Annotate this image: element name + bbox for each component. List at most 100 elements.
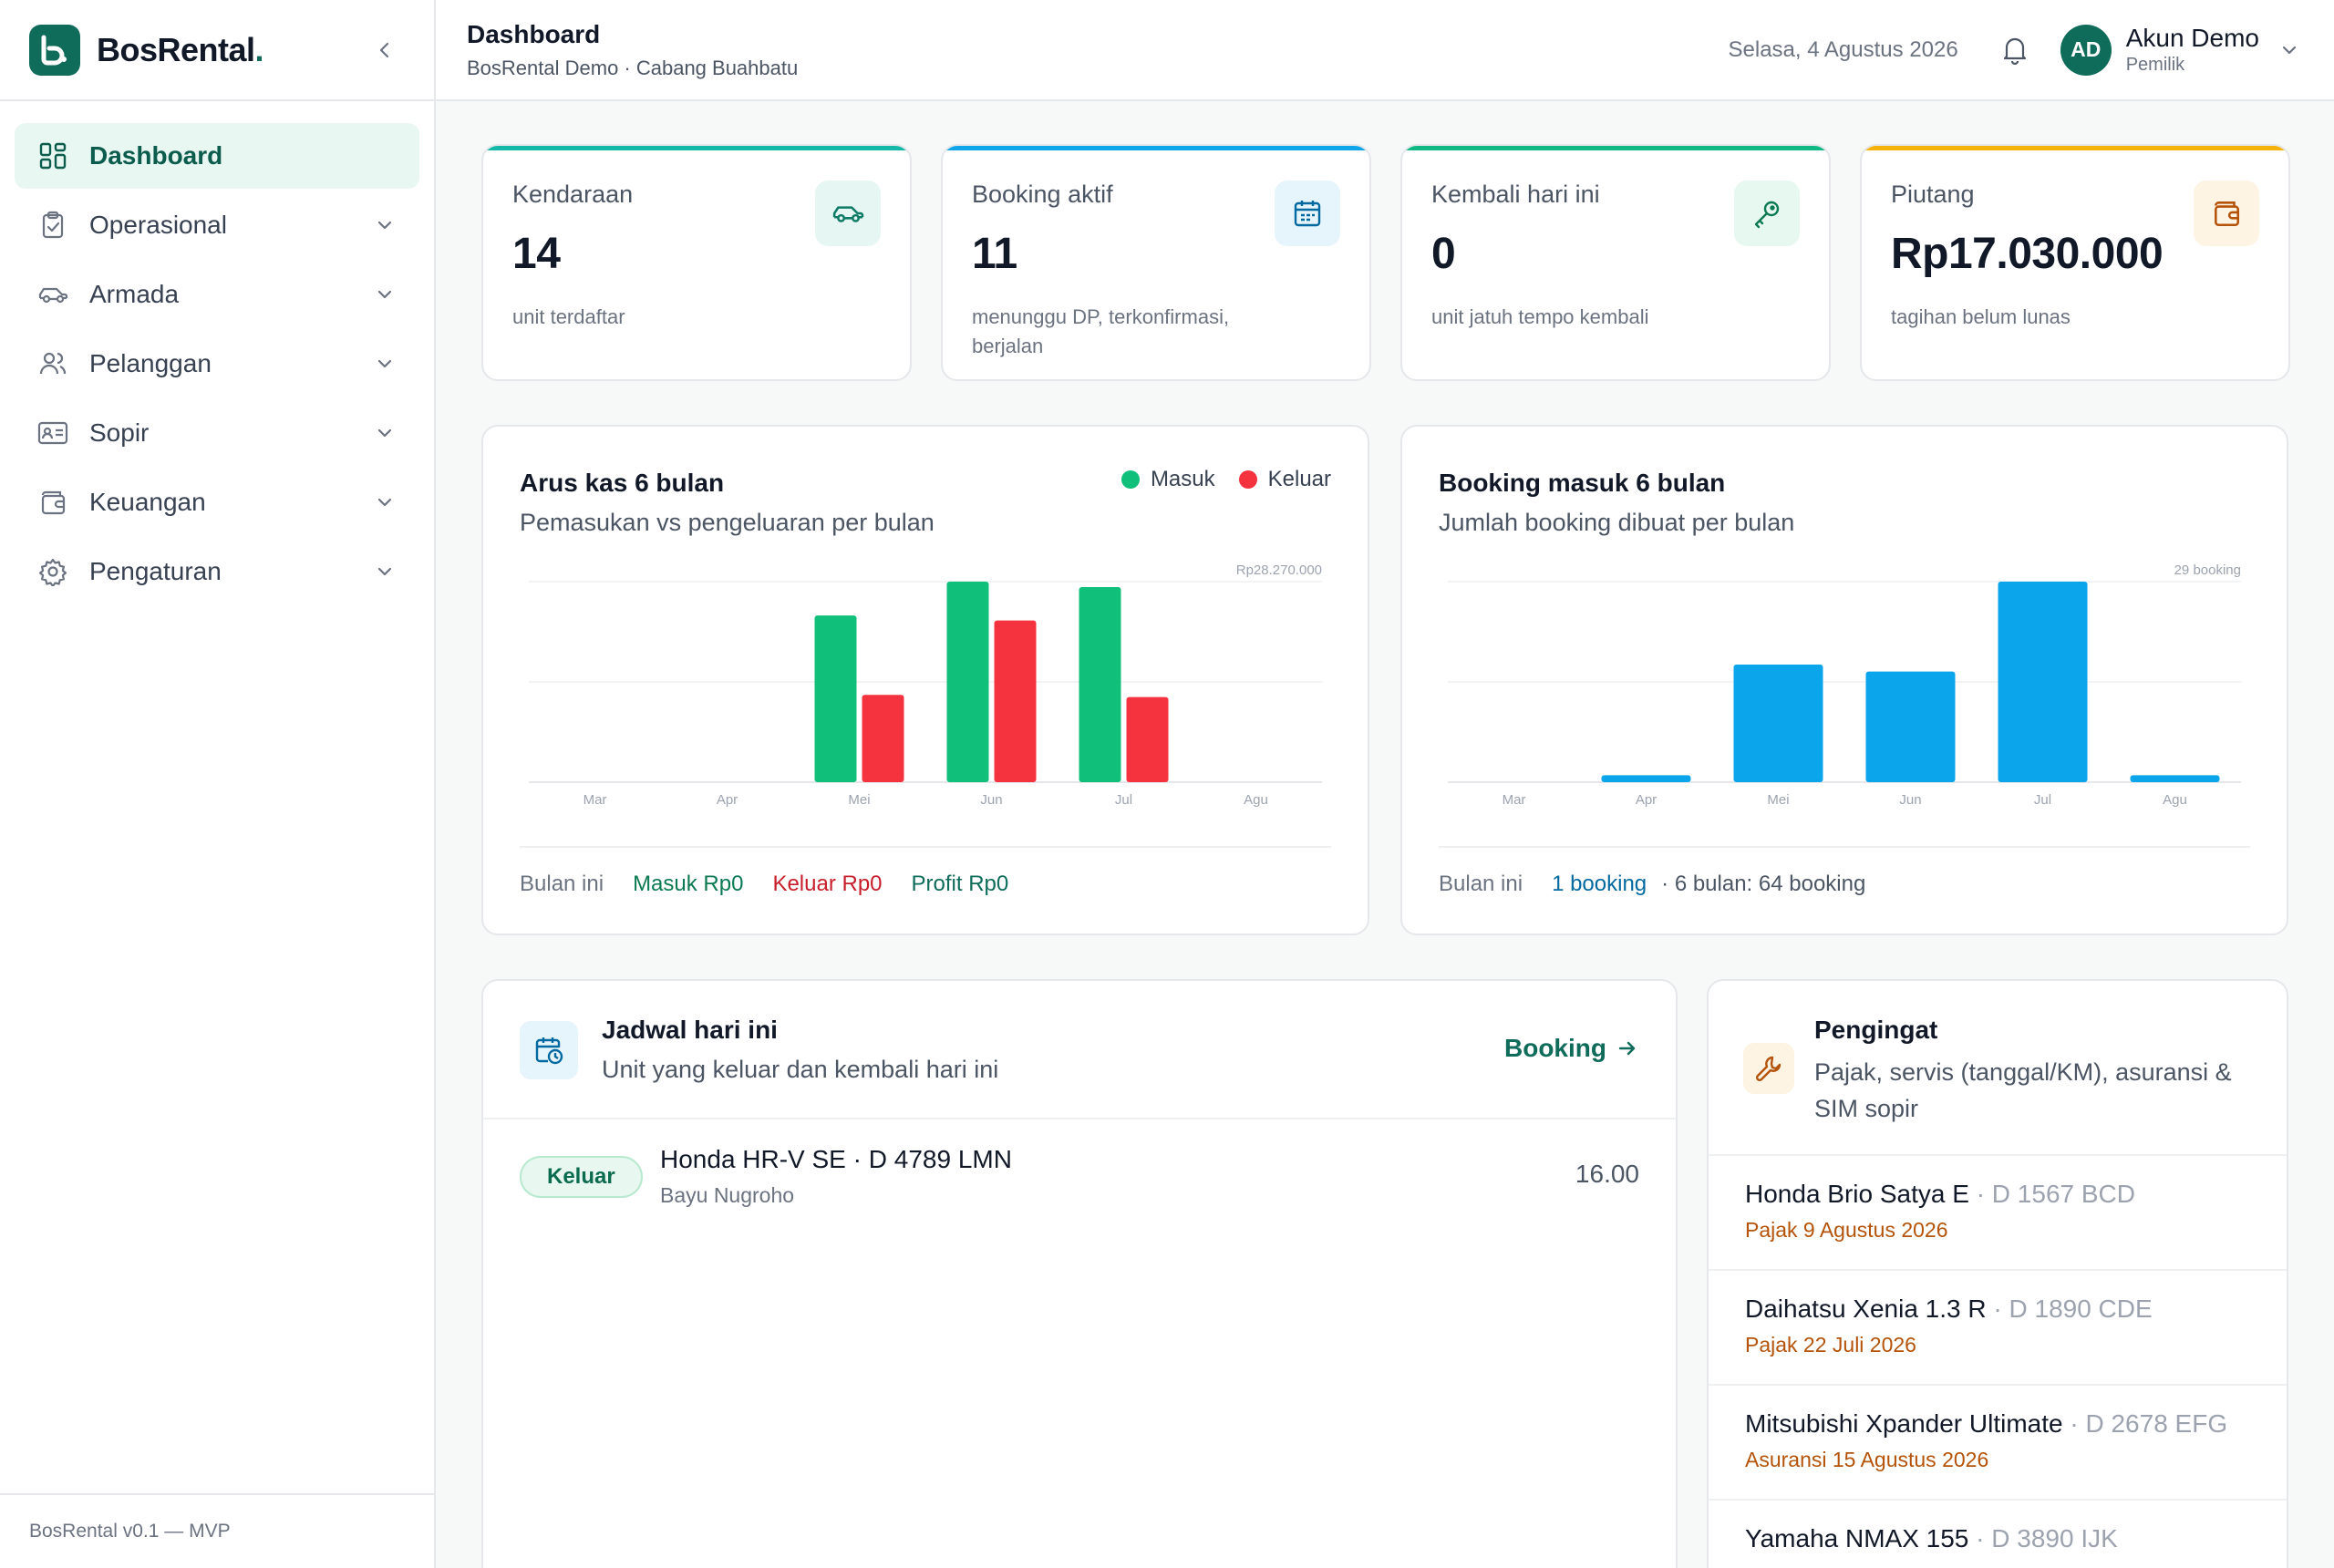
list-item[interactable]: Honda Brio Satya E · D 1567 BCD Pajak 9 … [1709, 1156, 2287, 1271]
notifications-button[interactable] [1995, 30, 2035, 70]
stat-card-kembali-hari-ini[interactable]: Kembali hari ini 0 unit jatuh tempo kemb… [1400, 144, 1831, 381]
collapse-sidebar-button[interactable] [365, 30, 405, 70]
sidebar: BosRental. Dashboard Operasional Armada [0, 0, 436, 1568]
brand-name: BosRental. [97, 30, 264, 68]
chart-title: Arus kas 6 bulan [520, 469, 725, 497]
sidebar-item-sopir[interactable]: Sopir [15, 400, 419, 466]
cashflow-summary: Bulan ini Masuk Rp0 Keluar Rp0 Profit Rp… [520, 846, 1331, 897]
chart-title: Booking masuk 6 bulan [1439, 469, 1726, 497]
stat-value: 14 [512, 230, 561, 278]
user-menu[interactable]: Akun Demo Pemilik [2126, 24, 2259, 76]
wrench-icon [1743, 1043, 1794, 1094]
bookings-chart-card: Booking masuk 6 bulan Jumlah booking dib… [1400, 425, 2288, 935]
x-tick-label: Jun [980, 792, 1002, 808]
summary-total: · 6 bulan: 64 booking [1661, 872, 1866, 896]
x-tick-label: Jul [2034, 792, 2051, 808]
y-max-label: 29 booking [2174, 562, 2241, 578]
sidebar-item-label: Keuangan [89, 488, 206, 516]
reminders-title: Pengingat [1814, 1016, 1938, 1044]
list-item[interactable]: Yamaha NMAX 155 · D 3890 IJK [1709, 1501, 2287, 1568]
sidebar-item-label: Armada [89, 280, 180, 308]
sidebar-item-pelanggan[interactable]: Pelanggan [15, 331, 419, 397]
x-tick-label: Apr [1636, 792, 1657, 808]
chevron-down-icon [372, 490, 398, 515]
y-max-label: Rp28.270.000 [1236, 562, 1322, 578]
sidebar-item-label: Dashboard [89, 141, 223, 170]
chevron-down-icon[interactable] [2276, 36, 2303, 64]
summary-label: Bulan ini [1439, 872, 1523, 896]
list-item[interactable]: Keluar Honda HR-V SE · D 4789 LMN Bayu N… [483, 1119, 1676, 1233]
x-tick-label: Mei [1767, 792, 1789, 808]
reminders-card: Pengingat Pajak, servis (tanggal/KM), as… [1707, 979, 2288, 1568]
chart-subtitle: Jumlah booking dibuat per bulan [1439, 509, 1795, 536]
sidebar-item-operasional[interactable]: Operasional [15, 192, 419, 258]
customer-name: Bayu Nugroho [660, 1183, 795, 1207]
sidebar-nav: Dashboard Operasional Armada Pelanggan [0, 101, 434, 604]
cashflow-chart-card: Arus kas 6 bulan Pemasukan vs pengeluara… [481, 425, 1369, 935]
list-item[interactable]: Daihatsu Xenia 1.3 R · D 1890 CDE Pajak … [1709, 1271, 2287, 1386]
summary-out: Keluar Rp0 [772, 872, 883, 896]
brand: BosRental. [0, 0, 434, 101]
header-title-block: Dashboard BosRental Demo · Cabang Buahba… [467, 20, 798, 80]
legend-item-keluar: Keluar [1238, 467, 1331, 492]
summary-count: 1 booking [1552, 872, 1647, 896]
summary-in: Masuk Rp0 [633, 872, 744, 896]
stat-note: unit terdaftar [512, 305, 625, 328]
sidebar-item-label: Sopir [89, 418, 150, 447]
reminders-subtitle: Pajak, servis (tanggal/KM), asuransi & S… [1814, 1058, 2232, 1122]
dashboard-grid-icon [36, 139, 69, 172]
bar-value-jul [1998, 582, 2088, 782]
summary-profit: Profit Rp0 [911, 872, 1009, 896]
arrow-right-icon [1618, 1041, 1636, 1056]
x-tick-label: Agu [1244, 792, 1268, 808]
x-tick-label: Jul [1115, 792, 1132, 808]
sidebar-item-dashboard[interactable]: Dashboard [15, 123, 419, 189]
brand-logo[interactable] [29, 24, 80, 76]
stat-note: menunggu DP, terkonfirmasi, berjalan [972, 305, 1230, 357]
bell-icon [2003, 37, 2026, 65]
stat-accent-bar [943, 146, 1369, 150]
sidebar-item-label: Pengaturan [89, 557, 222, 585]
sidebar-item-keuangan[interactable]: Keuangan [15, 469, 419, 535]
avatar[interactable]: AD [2060, 24, 2112, 76]
reminder-vehicle: Mitsubishi Xpander Ultimate · D 2678 EFG [1745, 1409, 2228, 1438]
sidebar-item-armada[interactable]: Armada [15, 262, 419, 327]
sidebar-item-pengaturan[interactable]: Pengaturan [15, 539, 419, 604]
stat-value: 11 [972, 230, 1017, 278]
stat-card-kendaraan[interactable]: Kendaraan 14 unit terdaftar [481, 144, 912, 381]
wallet-icon [2194, 181, 2259, 246]
breadcrumb: BosRental Demo · Cabang Buahbatu [467, 56, 799, 79]
reminders-header: Pengingat Pajak, servis (tanggal/KM), as… [1709, 981, 2287, 1156]
page-title: Dashboard [467, 19, 601, 48]
bookings-summary: Bulan ini 1 booking · 6 bulan: 64 bookin… [1439, 846, 2250, 897]
status-badge: Keluar [520, 1156, 643, 1198]
chevron-down-icon [372, 559, 398, 584]
booking-link[interactable]: Booking [1504, 1034, 1639, 1063]
x-tick-label: Mar [584, 792, 607, 808]
stat-note: tagihan belum lunas [1891, 305, 2071, 328]
wallet-icon [36, 486, 69, 519]
bar-value-jun [1865, 671, 1956, 782]
stat-card-piutang[interactable]: Piutang Rp17.030.000 tagihan belum lunas [1860, 144, 2290, 381]
reminder-due: Pajak 22 Juli 2026 [1745, 1333, 1916, 1357]
chevron-left-icon [379, 42, 389, 57]
reminder-vehicle: Yamaha NMAX 155 · D 3890 IJK [1745, 1524, 2118, 1553]
calendar-icon [1275, 181, 1340, 246]
top-header: Dashboard BosRental Demo · Cabang Buahba… [436, 0, 2334, 101]
stat-label: Kembali hari ini [1431, 181, 1600, 208]
bookings-bar-chart: 29 booking Mar Apr Mei Jun Jul Agu [1448, 562, 2241, 808]
reminder-due: Pajak 9 Agustus 2026 [1745, 1218, 1948, 1242]
legend-item-masuk: Masuk [1121, 467, 1215, 492]
header-right: Selasa, 4 Agustus 2026 AD Akun Demo Pemi… [1729, 24, 2303, 76]
x-tick-label: Apr [717, 792, 738, 808]
stat-note: unit jatuh tempo kembali [1431, 305, 1649, 328]
stat-accent-bar [1402, 146, 1829, 150]
stat-card-booking-aktif[interactable]: Booking aktif 11 menunggu DP, terkonfirm… [941, 144, 1371, 381]
schedule-card: Jadwal hari ini Unit yang keluar dan kem… [481, 979, 1678, 1568]
bar-keluar-jun [994, 620, 1037, 782]
stat-label: Kendaraan [512, 181, 634, 208]
user-name: Akun Demo [2125, 24, 2259, 52]
list-item[interactable]: Mitsubishi Xpander Ultimate · D 2678 EFG… [1709, 1386, 2287, 1501]
chevron-down-icon [372, 212, 398, 238]
bar-value-apr [1601, 775, 1691, 782]
